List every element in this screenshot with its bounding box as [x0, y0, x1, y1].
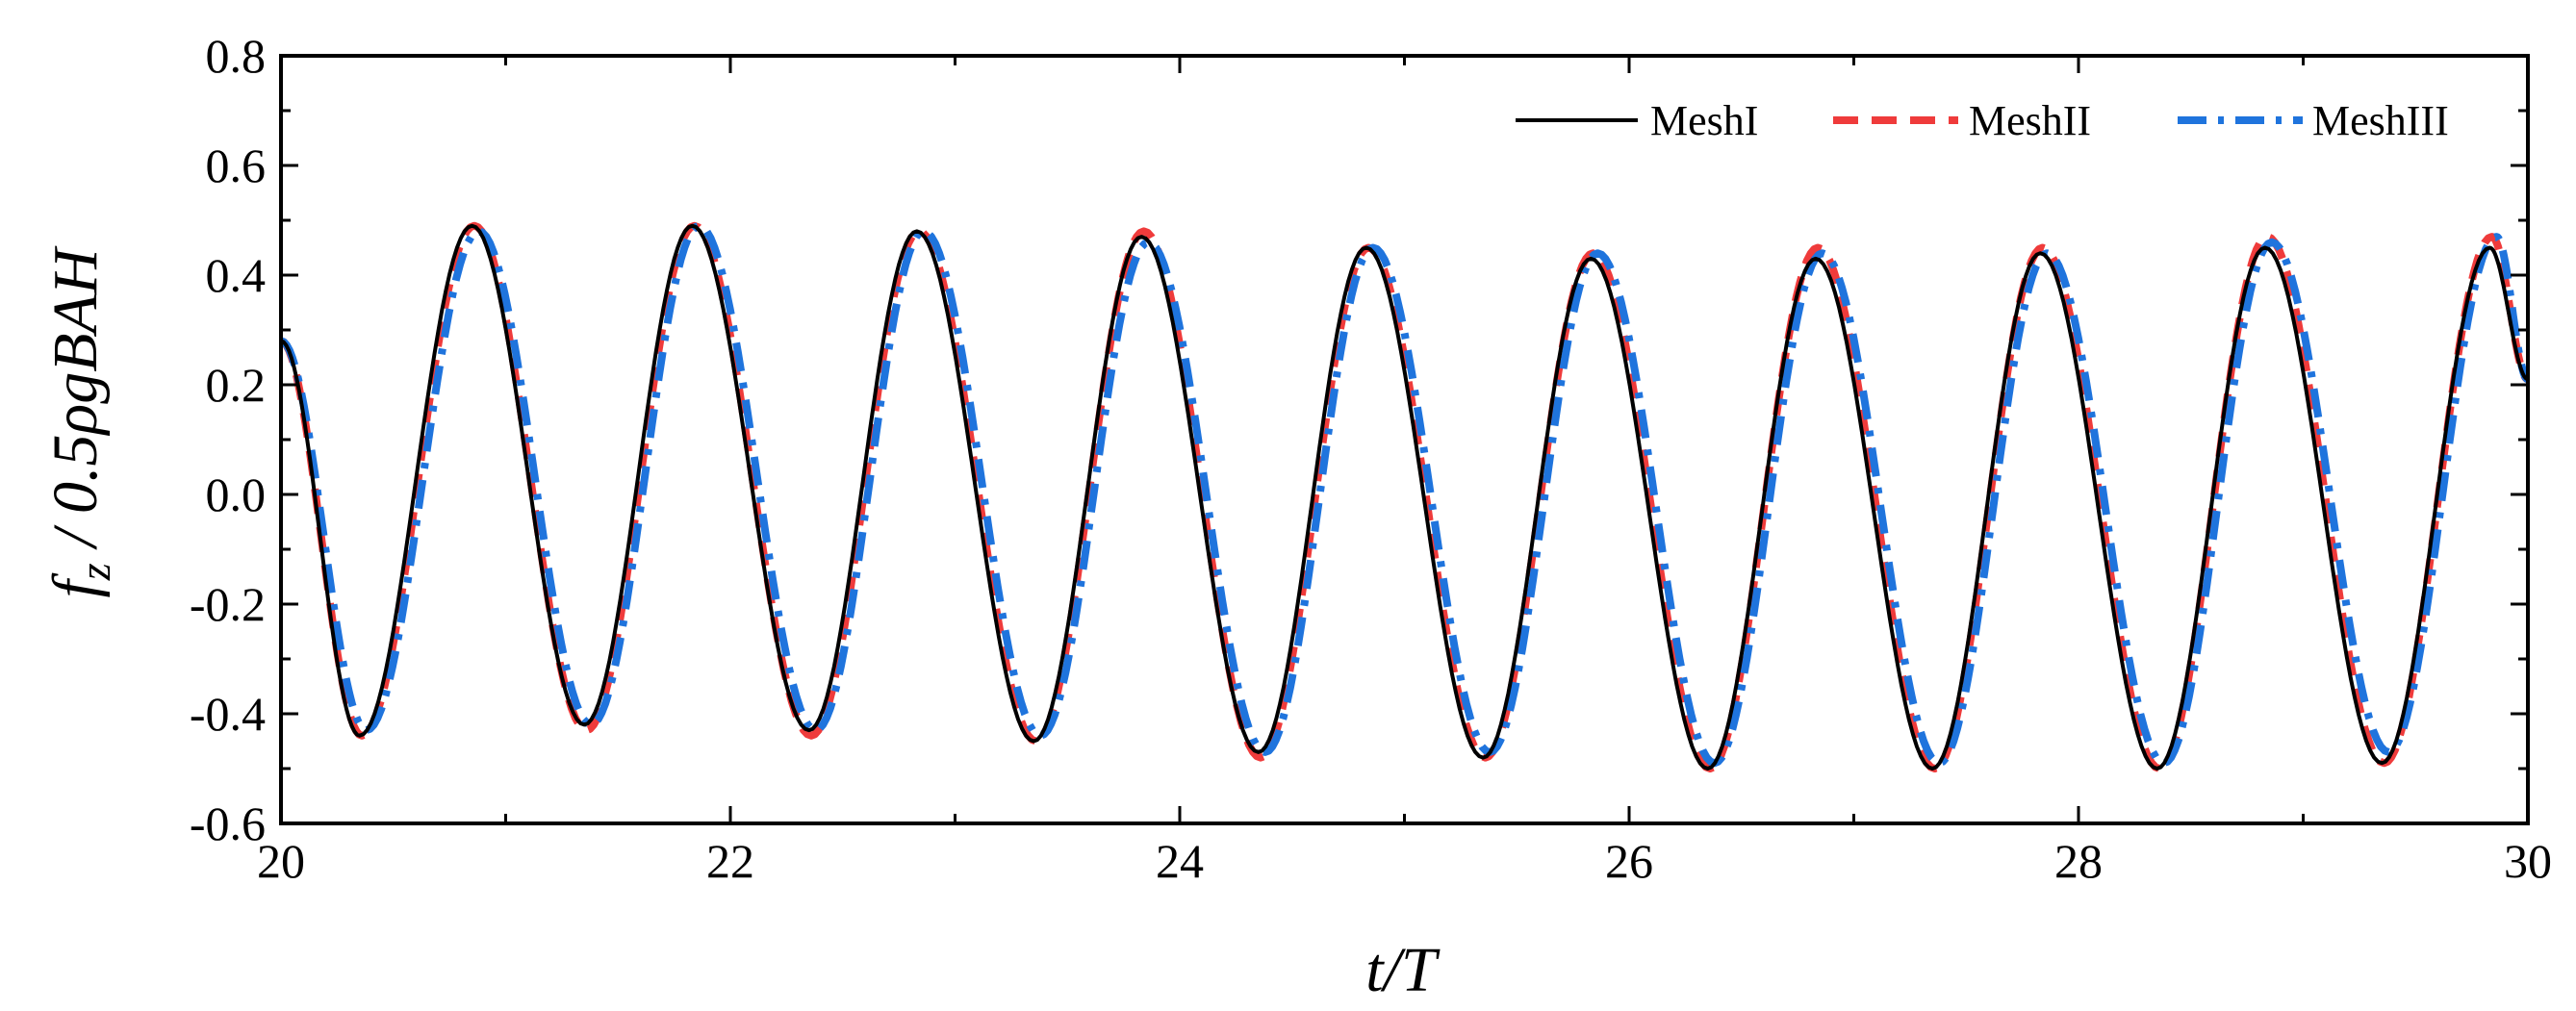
y-axis-title-subscript: z	[70, 563, 119, 581]
x-tick-label: 24	[1156, 834, 1204, 888]
legend-label-meshii: MeshII	[1969, 97, 2091, 144]
y-axis-title: fz / 0.5ρgBAH	[40, 245, 119, 597]
y-tick-label: 0.0	[206, 468, 267, 521]
x-axis-title: t/T	[1365, 935, 1441, 1005]
y-tick-label: 0.8	[206, 29, 267, 83]
x-tick-label: 20	[257, 834, 305, 888]
y-tick-label: -0.4	[190, 687, 266, 741]
y-tick-label: -0.6	[190, 796, 266, 850]
y-tick-label: 0.4	[206, 248, 267, 302]
y-tick-label: -0.2	[190, 577, 266, 631]
y-tick-label: 0.2	[206, 358, 267, 412]
plot-frame	[279, 54, 2530, 825]
x-tick-label: 26	[1605, 834, 1653, 888]
legend-label-meshi: MeshI	[1650, 97, 1758, 144]
axes-layer: 20 22 24 26 28 30 -0.6 -0.4 -0.2 0.0 0.2 0.4 0.6 0.8	[190, 29, 2552, 888]
y-axis-title-rest: / 0.5ρgBAH	[40, 245, 111, 563]
x-tick-label: 22	[706, 834, 754, 888]
series-line-meshi	[280, 223, 2529, 771]
legend: MeshI MeshII MeshIII	[1516, 97, 2449, 144]
x-tick-label: 30	[2504, 834, 2552, 888]
legend-label-meshiii: MeshIII	[2312, 97, 2449, 144]
series-layer	[279, 221, 2531, 772]
series-line-meshii	[279, 221, 2531, 772]
x-tick-label: 28	[2054, 834, 2103, 888]
y-tick-label: 0.6	[206, 139, 267, 192]
series-line-meshiii	[279, 221, 2531, 768]
